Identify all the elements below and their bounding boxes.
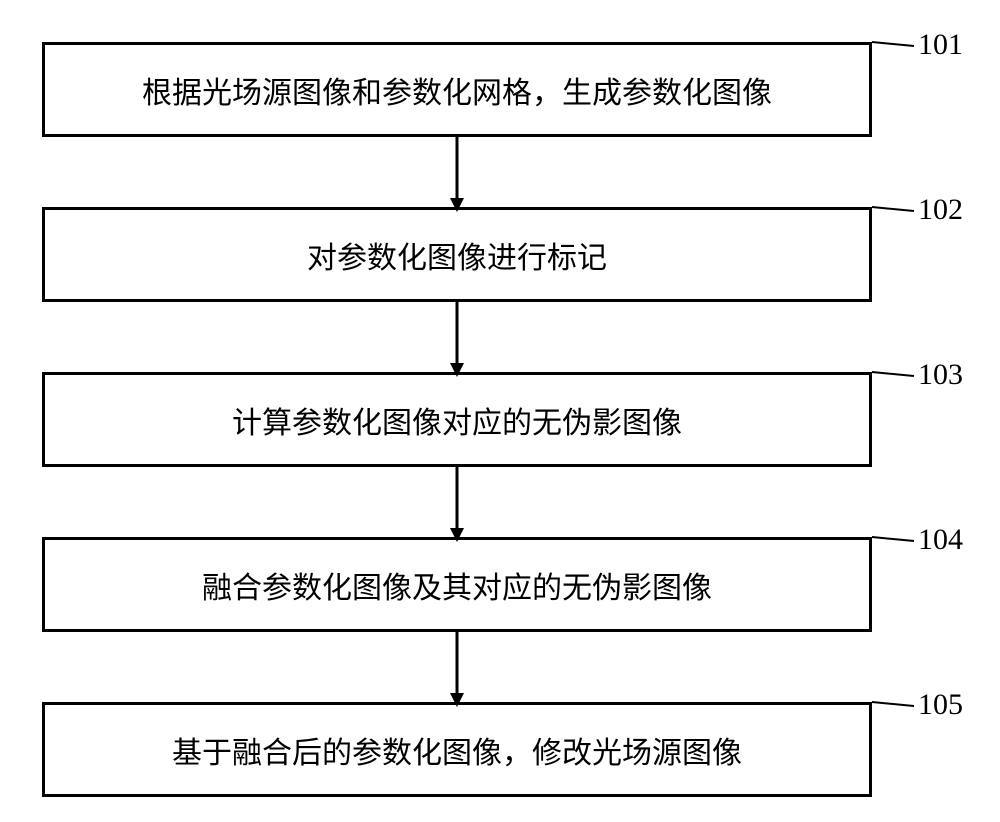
step-label-104: 104 — [918, 523, 963, 557]
step-text-101: 根据光场源图像和参数化网格，生成参数化图像 — [142, 68, 772, 112]
flowchart-canvas: 根据光场源图像和参数化网格，生成参数化图像 101 对参数化图像进行标记 102 计算参… — [0, 0, 1000, 822]
step-label-105: 105 — [918, 688, 963, 722]
step-box-103: 计算参数化图像对应的无伪影图像 — [42, 372, 872, 467]
leader-line-102 — [872, 207, 914, 211]
step-label-103: 103 — [918, 358, 963, 392]
step-box-101: 根据光场源图像和参数化网格，生成参数化图像 — [42, 42, 872, 137]
step-label-101: 101 — [918, 28, 963, 62]
leader-line-105 — [872, 702, 914, 706]
step-text-105: 基于融合后的参数化图像，修改光场源图像 — [172, 728, 742, 772]
leader-line-101 — [872, 42, 914, 46]
step-label-102: 102 — [918, 193, 963, 227]
step-box-105: 基于融合后的参数化图像，修改光场源图像 — [42, 702, 872, 797]
leader-line-104 — [872, 537, 914, 541]
step-box-102: 对参数化图像进行标记 — [42, 207, 872, 302]
leader-line-103 — [872, 372, 914, 376]
step-text-104: 融合参数化图像及其对应的无伪影图像 — [202, 563, 712, 607]
step-box-104: 融合参数化图像及其对应的无伪影图像 — [42, 537, 872, 632]
step-text-102: 对参数化图像进行标记 — [307, 233, 607, 277]
step-text-103: 计算参数化图像对应的无伪影图像 — [232, 398, 682, 442]
